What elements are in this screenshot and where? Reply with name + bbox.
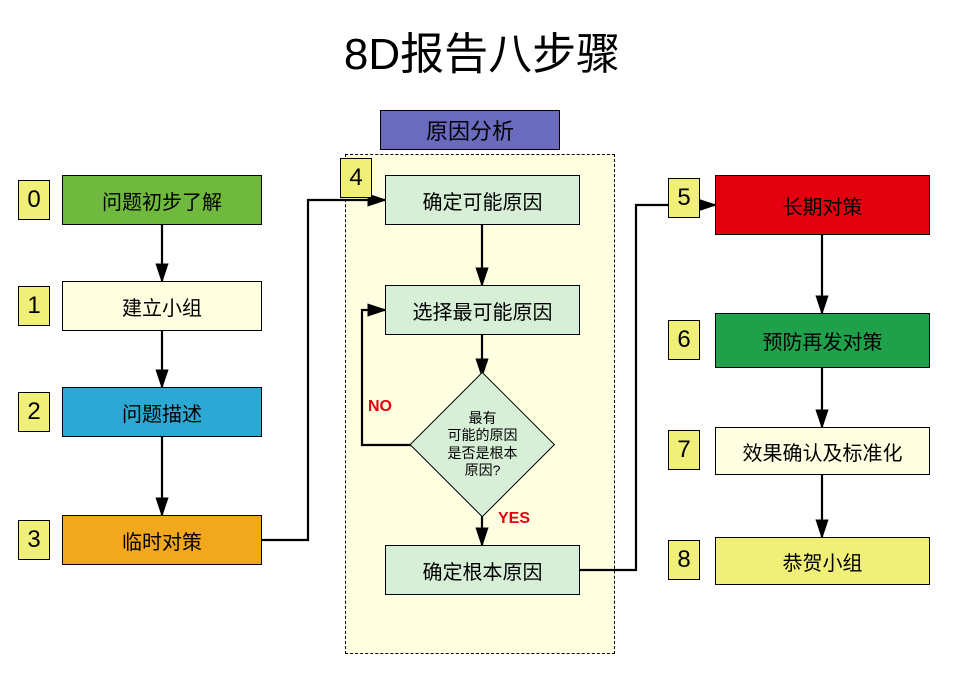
node-d7: 效果确认及标准化 [715,427,930,475]
node-d5-label: 长期对策 [783,191,863,220]
node-d7-label: 效果确认及标准化 [743,437,903,466]
step-number-6: 6 [668,320,700,360]
title-text: 8D报告八步骤 [344,30,620,79]
edge-label-yes: YES [498,510,530,528]
edge-label-no: NO [368,398,392,416]
step-number-1: 1 [18,286,50,326]
node-d6: 预防再发对策 [715,313,930,368]
node-m4-label: 确定根本原因 [423,556,543,585]
step-number-7: 7 [668,430,700,470]
decision-root-cause: 最有可能的原因是否是根本原因? [410,372,555,517]
step-number-0: 0 [18,180,50,220]
node-d5: 长期对策 [715,175,930,235]
step-number-3: 3 [18,520,50,560]
node-d0: 问题初步了解 [62,175,262,225]
node-d1: 建立小组 [62,281,262,331]
node-m2: 选择最可能原因 [385,285,580,335]
node-d6-label: 预防再发对策 [763,326,883,355]
node-d8-label: 恭贺小组 [783,547,863,576]
node-d0-label: 问题初步了解 [102,186,222,215]
step-number-4: 4 [340,158,372,198]
node-d2: 问题描述 [62,387,262,437]
node-m2-label: 选择最可能原因 [413,296,553,325]
node-d2-label: 问题描述 [122,398,202,427]
node-m4: 确定根本原因 [385,545,580,595]
decision-label: 最有可能的原因是否是根本原因? [448,410,518,480]
node-m1: 确定可能原因 [385,175,580,225]
cause-analysis-header: 原因分析 [380,110,560,150]
step-number-2: 2 [18,392,50,432]
node-d3: 临时对策 [62,515,262,565]
step-number-5: 5 [668,178,700,218]
node-d3-label: 临时对策 [122,526,202,555]
node-d8: 恭贺小组 [715,537,930,585]
step-number-8: 8 [668,540,700,580]
node-d1-label: 建立小组 [122,292,202,321]
diagram-title: 8D报告八步骤 [0,18,964,82]
cause-analysis-header-text: 原因分析 [426,114,514,146]
node-m1-label: 确定可能原因 [423,186,543,215]
